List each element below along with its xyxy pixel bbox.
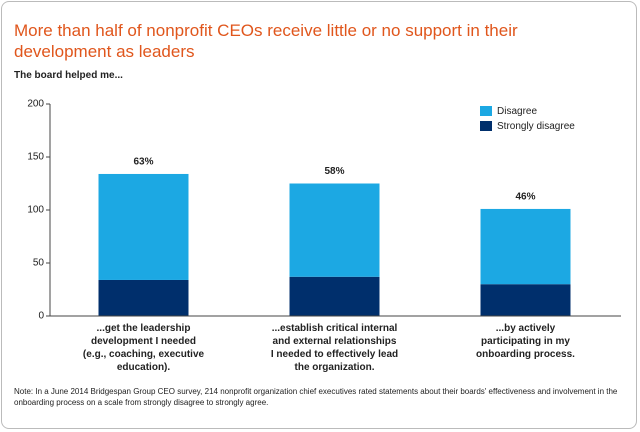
chart-subtitle: The board helped me...	[14, 70, 123, 81]
total-label: 58%	[324, 166, 344, 177]
legend-label: Strongly disagree	[497, 121, 575, 132]
y-tick-label: 50	[33, 258, 45, 269]
y-tick-label: 0	[38, 311, 44, 322]
bar-segment	[98, 173, 189, 280]
total-label: 46%	[515, 192, 535, 203]
bar-segment	[289, 276, 380, 316]
bar-segment	[480, 284, 571, 316]
note: Note: In a June 2014 Bridgespan Group CE…	[14, 387, 618, 407]
bar-segment	[480, 208, 571, 285]
legend-swatch	[480, 121, 492, 131]
bar-segment	[289, 183, 380, 277]
chart-title: More than half of nonprofit CEOs receive…	[14, 21, 518, 61]
legend-swatch	[480, 106, 492, 116]
total-label: 63%	[133, 157, 153, 168]
legend-label: Disagree	[497, 106, 537, 117]
y-tick-label: 100	[27, 205, 44, 216]
x-tick-label: ...by actively participating in my onboa…	[476, 323, 575, 360]
y-tick-label: 200	[27, 99, 44, 110]
bar-segment	[98, 279, 189, 316]
x-tick-label: ...establish critical internal and exter…	[270, 323, 399, 373]
x-tick-label: ...get the leadership development I need…	[82, 323, 205, 373]
y-tick-label: 150	[27, 152, 44, 163]
